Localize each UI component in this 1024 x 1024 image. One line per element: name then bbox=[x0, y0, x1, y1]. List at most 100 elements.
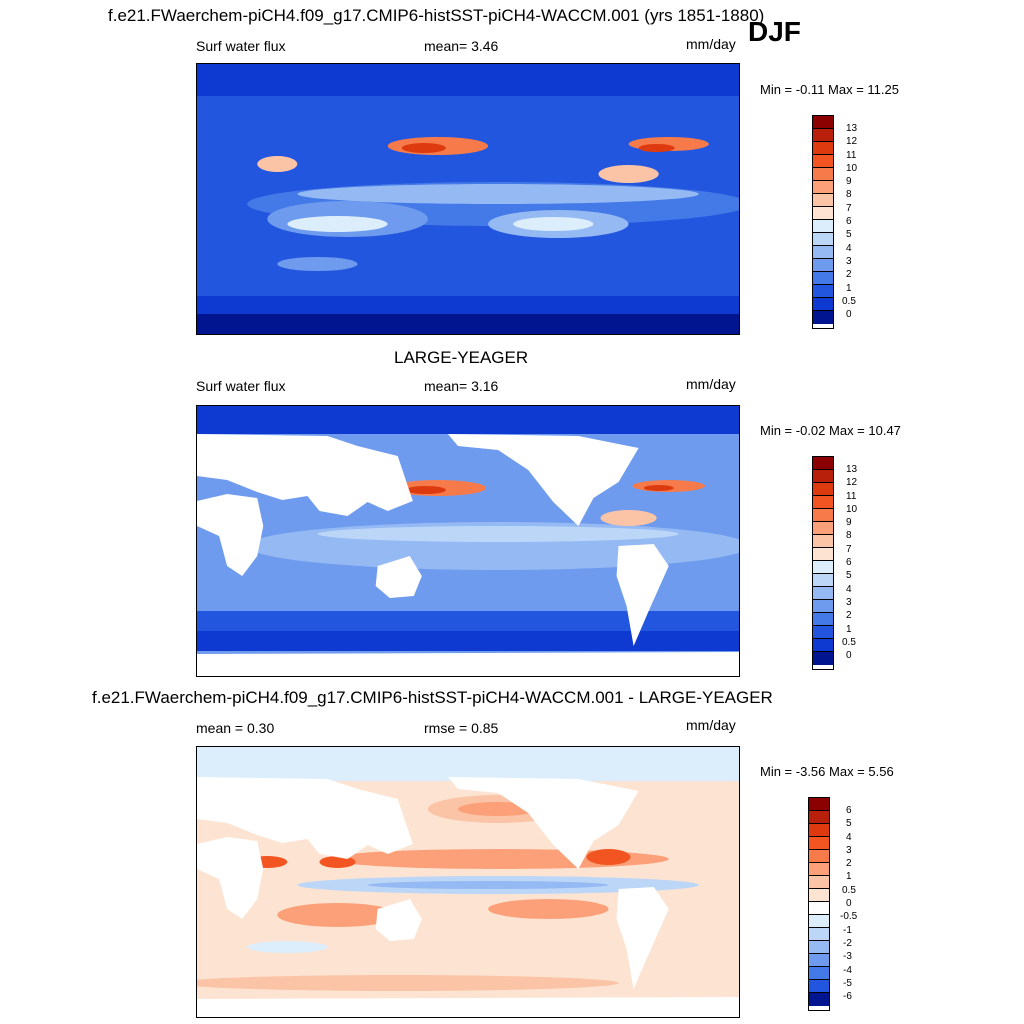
panel-2-units-label: mm/day bbox=[686, 376, 736, 392]
colorbar-swatch bbox=[813, 496, 833, 509]
colorbar-swatch bbox=[813, 639, 833, 652]
colorbar-swatch bbox=[813, 168, 833, 181]
colorbar-swatch bbox=[813, 548, 833, 561]
colorbar-swatch bbox=[813, 535, 833, 548]
colorbar-swatch bbox=[809, 889, 829, 902]
colorbar-swatch bbox=[813, 181, 833, 194]
colorbar-swatch bbox=[813, 142, 833, 155]
colorbar-swatch bbox=[813, 561, 833, 574]
colorbar-tick-label: 0.5 bbox=[842, 296, 856, 307]
colorbar-tick-label: 3 bbox=[846, 256, 852, 267]
panel-3-units-label: mm/day bbox=[686, 717, 736, 733]
panel-3-range-label: Min = -3.56 Max = 5.56 bbox=[760, 764, 894, 779]
colorbar-tick-label: 13 bbox=[846, 464, 858, 475]
colorbar-swatch bbox=[813, 483, 833, 496]
colorbar-swatch bbox=[809, 993, 829, 1006]
colorbar-tick-label: 0 bbox=[846, 309, 852, 320]
colorbar-tick-label: 2 bbox=[846, 269, 852, 280]
colorbar-swatch bbox=[813, 587, 833, 600]
season-label: DJF bbox=[748, 16, 801, 47]
panel-1-map bbox=[196, 63, 740, 335]
colorbar-tick-label: 6 bbox=[846, 557, 852, 568]
colorbar-tick-label: 12 bbox=[846, 136, 858, 147]
colorbar-swatch bbox=[813, 246, 833, 259]
colorbar-swatch bbox=[809, 954, 829, 967]
colorbar-swatch bbox=[813, 233, 833, 246]
colorbar-tick-label: 2 bbox=[846, 858, 852, 869]
colorbar-swatch bbox=[813, 272, 833, 285]
colorbar-tick-label: 8 bbox=[846, 189, 852, 200]
colorbar-swatch bbox=[813, 574, 833, 587]
colorbar-tick-label: 0 bbox=[846, 650, 852, 661]
panel-1-range-label: Min = -0.11 Max = 11.25 bbox=[760, 82, 899, 97]
colorbar-tick-label: 0.5 bbox=[842, 637, 856, 648]
colorbar-tick-label: 2 bbox=[846, 610, 852, 621]
colorbar-swatch bbox=[809, 837, 829, 850]
colorbar-tick-label: 7 bbox=[846, 203, 852, 214]
panel-2-colorbar bbox=[812, 456, 834, 670]
colorbar-swatch bbox=[809, 798, 829, 811]
colorbar-tick-label: 3 bbox=[846, 845, 852, 856]
colorbar-tick-label: -4 bbox=[843, 965, 852, 976]
figure-title: f.e21.FWaerchem-piCH4.f09_g17.CMIP6-hist… bbox=[108, 6, 765, 25]
colorbar-swatch bbox=[809, 850, 829, 863]
colorbar-tick-label: 7 bbox=[846, 544, 852, 555]
colorbar-tick-label: 6 bbox=[846, 805, 852, 816]
colorbar-tick-label: 13 bbox=[846, 123, 858, 134]
colorbar-swatch bbox=[809, 824, 829, 837]
colorbar-swatch bbox=[809, 876, 829, 889]
colorbar-tick-label: 1 bbox=[846, 283, 852, 294]
colorbar-tick-label: 9 bbox=[846, 517, 852, 528]
colorbar-tick-label: 11 bbox=[846, 491, 857, 502]
panel-3-mean-label: mean = 0.30 bbox=[196, 720, 275, 736]
colorbar-tick-label: 5 bbox=[846, 570, 852, 581]
colorbar-swatch bbox=[813, 129, 833, 142]
colorbar-swatch bbox=[813, 116, 833, 129]
panel-1-units-label: mm/day bbox=[686, 36, 736, 52]
colorbar-tick-label: 9 bbox=[846, 176, 852, 187]
panel-1-colorbar bbox=[812, 115, 834, 329]
colorbar-tick-label: 3 bbox=[846, 597, 852, 608]
colorbar-swatch bbox=[809, 928, 829, 941]
colorbar-tick-label: -3 bbox=[843, 951, 852, 962]
colorbar-tick-label: -6 bbox=[843, 991, 852, 1002]
colorbar-swatch bbox=[813, 311, 833, 324]
colorbar-tick-label: 4 bbox=[846, 243, 852, 254]
colorbar-tick-label: 12 bbox=[846, 477, 858, 488]
colorbar-tick-label: 1 bbox=[846, 871, 852, 882]
colorbar-tick-label: 5 bbox=[846, 229, 852, 240]
panel-2-range-label: Min = -0.02 Max = 10.47 bbox=[760, 423, 901, 438]
colorbar-swatch bbox=[813, 522, 833, 535]
panel-1-mean-label: mean= 3.46 bbox=[424, 38, 499, 54]
panel-2-map bbox=[196, 405, 740, 677]
panel-3-map bbox=[196, 746, 740, 1018]
colorbar-tick-label: 10 bbox=[846, 504, 858, 515]
colorbar-swatch bbox=[813, 207, 833, 220]
colorbar-swatch bbox=[813, 457, 833, 470]
colorbar-swatch bbox=[809, 863, 829, 876]
colorbar-tick-label: 11 bbox=[846, 150, 857, 161]
colorbar-tick-label: 10 bbox=[846, 163, 858, 174]
colorbar-tick-label: 0.5 bbox=[842, 885, 856, 896]
colorbar-swatch bbox=[813, 259, 833, 272]
colorbar-swatch bbox=[809, 941, 829, 954]
colorbar-tick-label: -1 bbox=[843, 925, 852, 936]
colorbar-swatch bbox=[813, 194, 833, 207]
colorbar-tick-label: -0.5 bbox=[840, 911, 858, 922]
panel-3-rmse-label: rmse = 0.85 bbox=[424, 720, 499, 736]
colorbar-swatch bbox=[813, 220, 833, 233]
panel-2-title: LARGE-YEAGER bbox=[394, 348, 529, 367]
colorbar-swatch bbox=[809, 967, 829, 980]
colorbar-tick-label: 6 bbox=[846, 216, 852, 227]
colorbar-swatch bbox=[809, 915, 829, 928]
colorbar-swatch bbox=[813, 652, 833, 665]
colorbar-swatch bbox=[813, 509, 833, 522]
colorbar-tick-label: 8 bbox=[846, 530, 852, 541]
colorbar-swatch bbox=[813, 470, 833, 483]
colorbar-swatch bbox=[809, 980, 829, 993]
colorbar-tick-label: -5 bbox=[843, 978, 852, 989]
colorbar-tick-label: 4 bbox=[846, 832, 852, 843]
colorbar-swatch bbox=[813, 600, 833, 613]
colorbar-swatch bbox=[809, 811, 829, 824]
panel-1-variable-label: Surf water flux bbox=[196, 38, 286, 54]
